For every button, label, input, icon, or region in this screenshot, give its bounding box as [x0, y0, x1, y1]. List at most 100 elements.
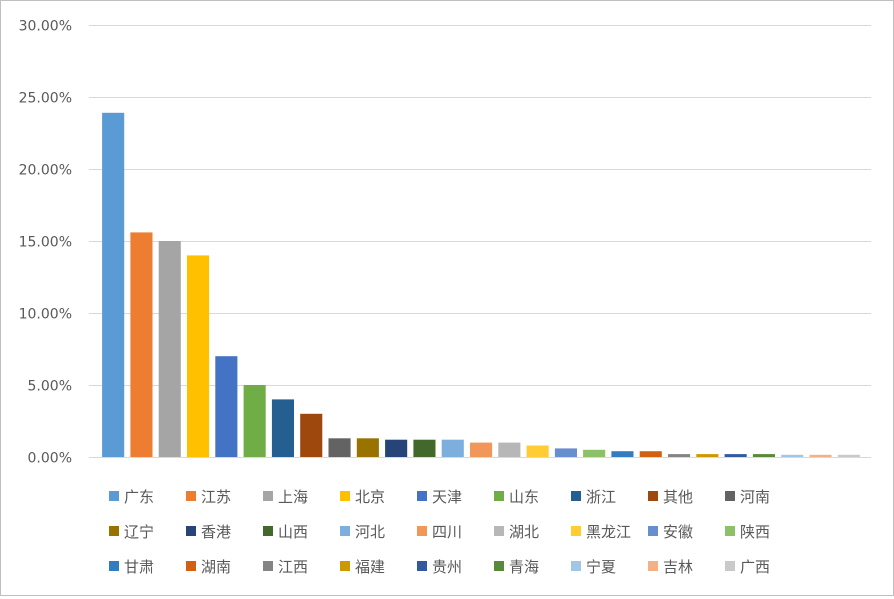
- bar-湖北: [498, 442, 521, 457]
- bar-陕西: [583, 449, 606, 457]
- legend-swatch: [263, 526, 273, 536]
- legend-item: 湖南: [186, 558, 231, 576]
- bar-天津: [215, 356, 238, 457]
- legend-item: 河北: [340, 523, 385, 541]
- bar-湖南: [639, 451, 662, 457]
- legend-swatch: [340, 561, 350, 571]
- y-tick-label: 10.00%: [19, 307, 72, 323]
- legend-item: 北京: [340, 488, 385, 506]
- bar-甘肃: [611, 451, 634, 457]
- bar-江苏: [130, 232, 153, 457]
- gridlines: [89, 25, 871, 386]
- legend-swatch: [109, 491, 119, 501]
- legend-swatch: [571, 491, 581, 501]
- bar-贵州: [724, 454, 747, 457]
- legend-item: 天津: [417, 488, 462, 506]
- legend-item: 福建: [340, 558, 385, 576]
- legend-label: 陕西: [740, 523, 770, 541]
- legend-label: 辽宁: [124, 523, 154, 541]
- bar-福建: [696, 454, 719, 457]
- legend-item: 宁夏: [571, 558, 616, 576]
- bar-辽宁: [356, 438, 379, 457]
- legend-item: 上海: [263, 488, 308, 506]
- legend-label: 上海: [278, 488, 308, 506]
- legend-swatch: [263, 491, 273, 501]
- bar-江西: [668, 454, 691, 457]
- legend-swatch: [186, 491, 196, 501]
- legend-item: 山西: [263, 523, 308, 541]
- legend-label: 香港: [201, 523, 231, 541]
- legend-item: 广东: [109, 488, 154, 506]
- legend-item: 河南: [725, 488, 770, 506]
- legend-swatch: [340, 526, 350, 536]
- legend-swatch: [417, 526, 427, 536]
- legend-label: 青海: [509, 558, 539, 576]
- y-tick-label: 5.00%: [28, 379, 72, 395]
- legend-item: 吉林: [648, 558, 693, 576]
- legend-swatch: [571, 526, 581, 536]
- bars: [102, 112, 860, 458]
- legend-swatch: [417, 561, 427, 571]
- bar-山西: [413, 439, 436, 457]
- legend-label: 四川: [432, 523, 462, 541]
- legend-swatch: [494, 491, 504, 501]
- legend-item: 贵州: [417, 558, 462, 576]
- y-tick-label: 25.00%: [19, 91, 72, 107]
- legend-swatch: [648, 491, 658, 501]
- legend-item: 陕西: [725, 523, 770, 541]
- y-tick-label: 20.00%: [19, 163, 72, 179]
- legend-item: 广西: [725, 558, 770, 576]
- legend-swatch: [648, 526, 658, 536]
- legend-label: 黑龙江: [586, 523, 631, 541]
- legend-item: 四川: [417, 523, 462, 541]
- legend-item: 山东: [494, 488, 539, 506]
- legend-label: 河南: [740, 488, 770, 506]
- legend-label: 山东: [509, 488, 539, 506]
- bar-青海: [752, 454, 775, 457]
- bar-香港: [385, 439, 408, 457]
- legend-item: 甘肃: [109, 558, 154, 576]
- legend-item: 湖北: [494, 523, 539, 541]
- legend-item: 浙江: [571, 488, 616, 506]
- legend-swatch: [186, 526, 196, 536]
- legend-label: 河北: [355, 523, 385, 541]
- legend-swatch: [725, 561, 735, 571]
- legend-label: 吉林: [663, 558, 693, 576]
- legend-label: 湖北: [509, 523, 539, 541]
- legend-swatch: [186, 561, 196, 571]
- bar-广东: [102, 112, 125, 458]
- legend-label: 江西: [278, 558, 308, 576]
- legend-swatch: [263, 561, 273, 571]
- bar-上海: [158, 241, 181, 457]
- legend-swatch: [648, 561, 658, 571]
- legend-swatch: [340, 491, 350, 501]
- bar-黑龙江: [526, 445, 549, 457]
- y-axis: 0.00% 5.00% 10.00% 15.00% 20.00% 25.00% 30.00%: [19, 19, 72, 467]
- bar-安徽: [554, 448, 577, 457]
- legend-item: 香港: [186, 523, 231, 541]
- legend-label: 广西: [740, 558, 770, 576]
- legend-swatch: [109, 526, 119, 536]
- legend-label: 安徽: [663, 523, 693, 541]
- bar-河南: [328, 438, 351, 457]
- legend-item: 江西: [263, 558, 308, 576]
- legend-swatch: [725, 526, 735, 536]
- legend-swatch: [725, 491, 735, 501]
- legend-label: 宁夏: [586, 558, 616, 576]
- legend-swatch: [109, 561, 119, 571]
- legend-swatch: [571, 561, 581, 571]
- legend-label: 北京: [355, 488, 385, 506]
- bar-吉林: [809, 454, 832, 457]
- bar-广西: [837, 454, 860, 457]
- y-tick-label: 0.00%: [28, 451, 72, 467]
- bar-其他: [300, 413, 323, 457]
- bar-浙江: [271, 399, 294, 457]
- legend-item: 江苏: [186, 488, 231, 506]
- bar-山东: [243, 385, 266, 457]
- bar-宁夏: [781, 454, 804, 457]
- legend-swatch: [494, 561, 504, 571]
- legend-label: 浙江: [586, 488, 616, 506]
- legend-label: 贵州: [432, 558, 462, 576]
